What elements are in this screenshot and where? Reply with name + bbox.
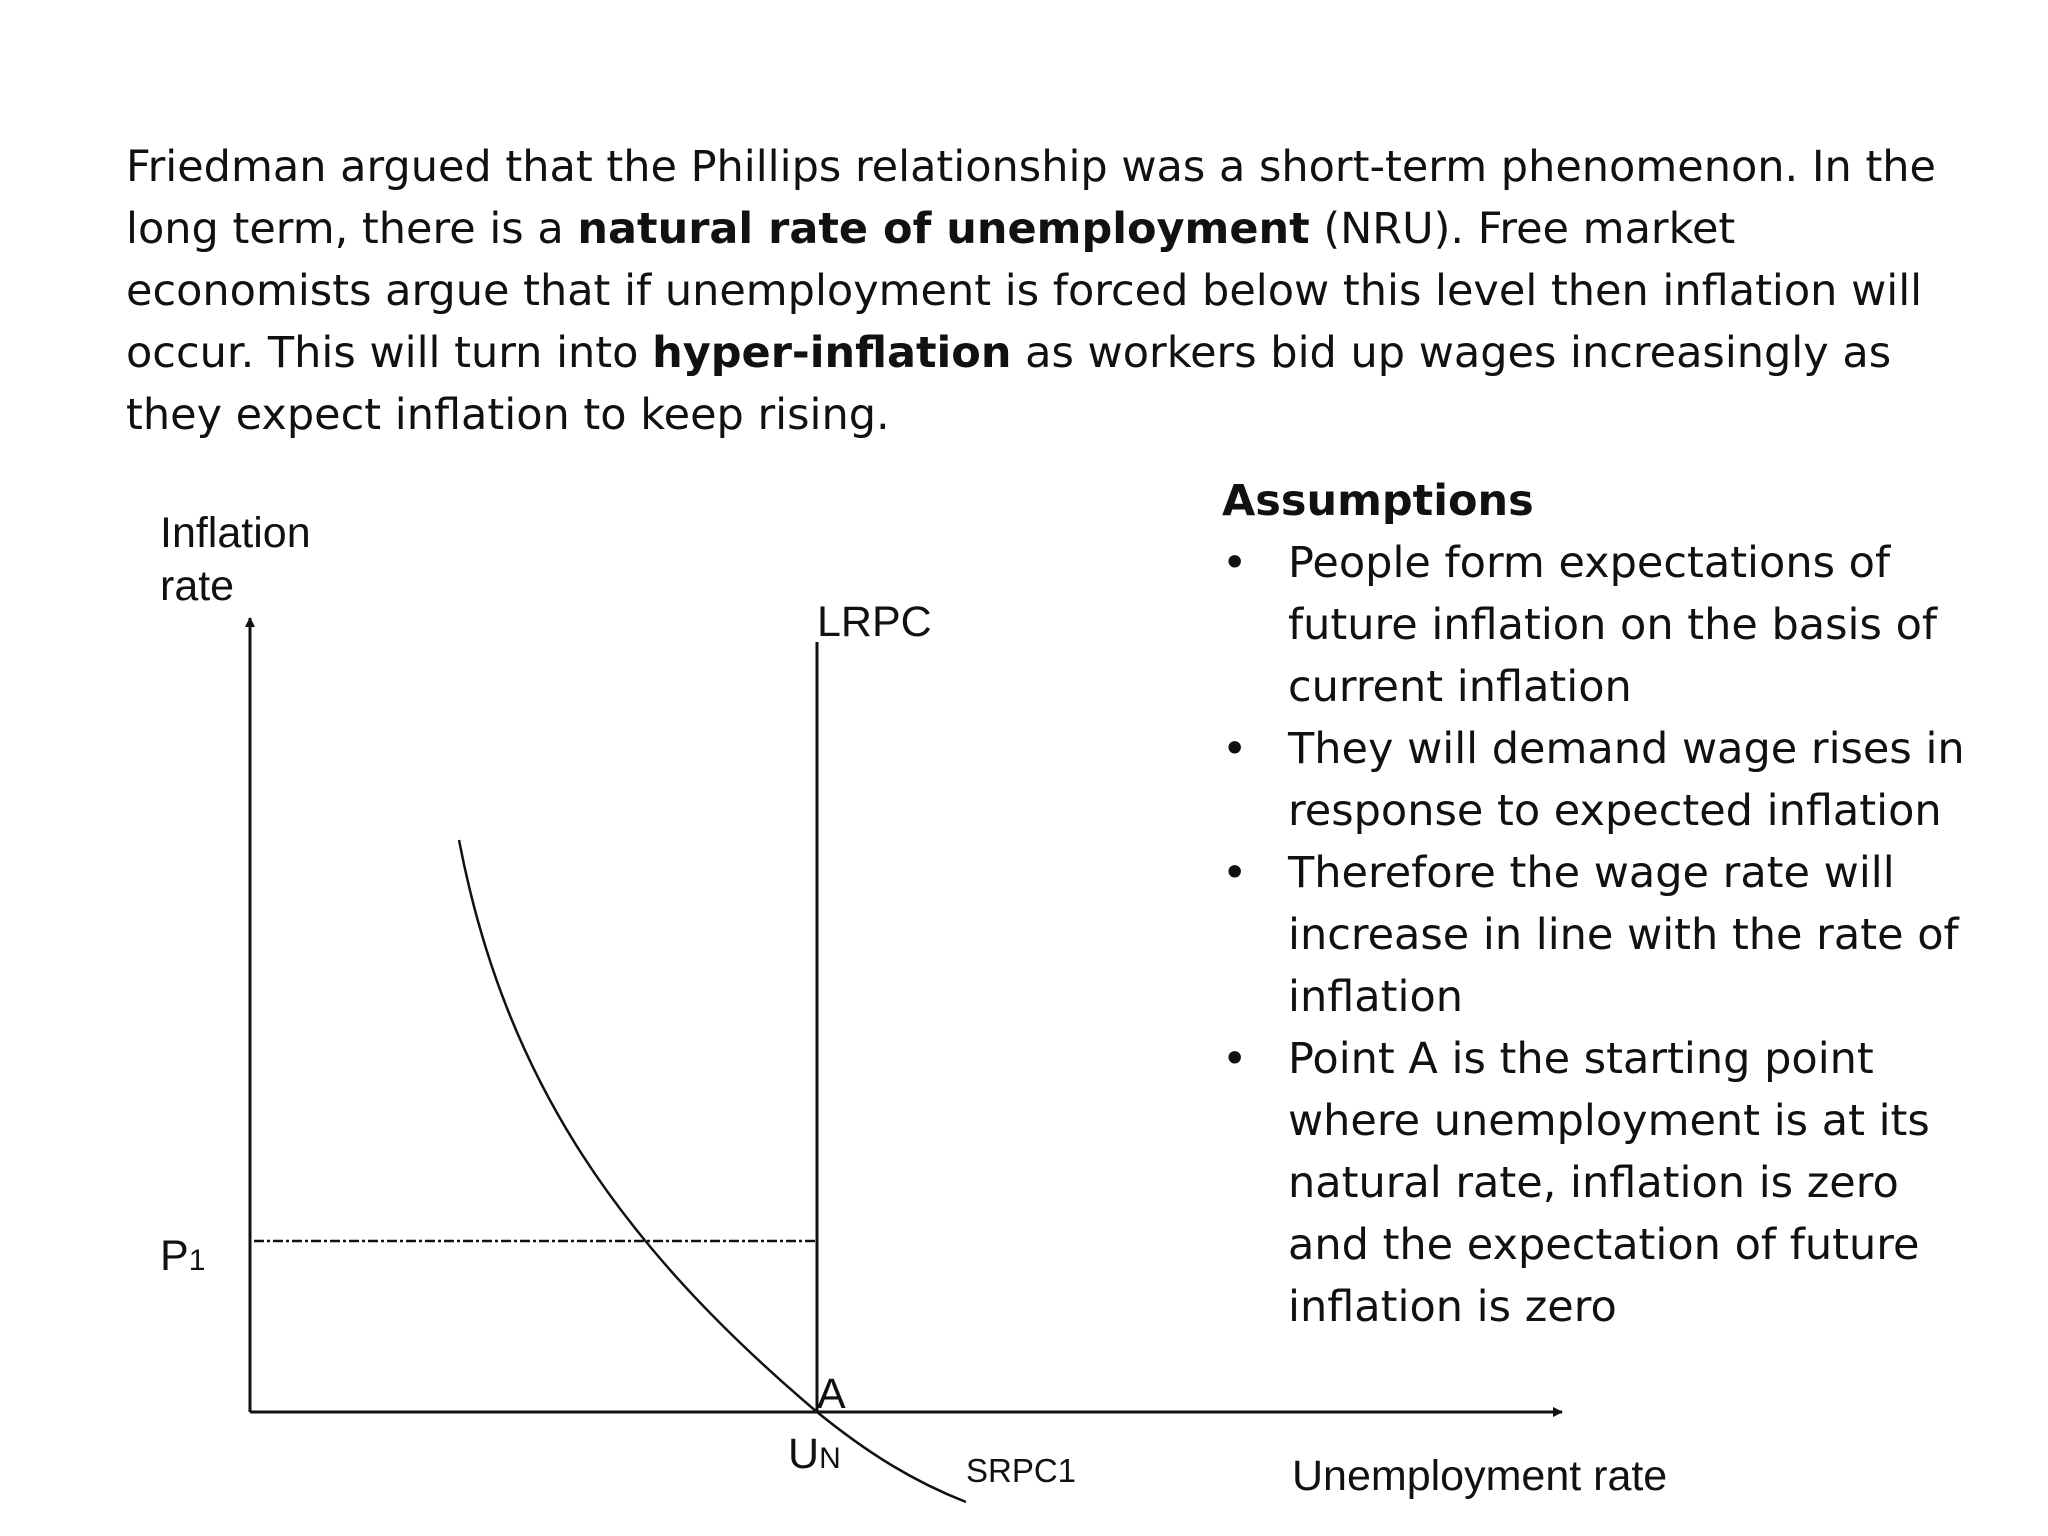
lrpc-label: LRPC [817, 598, 932, 646]
assumption-item: • People form expectations of future infl… [1222, 532, 1982, 718]
p1-label-main: P [160, 1232, 189, 1280]
un-label: UN [788, 1430, 841, 1478]
bullet-icon: • [1222, 538, 1248, 588]
p1-label: P1 [160, 1232, 205, 1280]
assumptions-list: • People form expectations of future infl… [1222, 532, 1982, 1338]
assumption-text: People form expectations of future infla… [1288, 538, 1938, 712]
point-a-label: A [817, 1370, 846, 1418]
intro-paragraph: Friedman argued that the Phillips relati… [126, 136, 1956, 446]
intro-text-1: Friedman argued that the Phillips relati… [126, 142, 1937, 254]
un-label-main: U [788, 1430, 819, 1478]
un-label-sub: N [819, 1442, 841, 1475]
intro-bold-nru: natural rate of unemployment [577, 204, 1310, 254]
assumption-text: Therefore the wage rate will increase in… [1288, 848, 1959, 1022]
intro-text-3: as workers bid up wages increasingly as … [126, 328, 1892, 440]
assumption-item: • Point A is the starting point where une… [1222, 1028, 1982, 1338]
bullet-icon: • [1222, 724, 1248, 774]
assumptions-title: Assumptions [1222, 476, 1534, 526]
assumptions-panel: Assumptions • People form expectations of… [1222, 470, 1982, 1338]
assumption-text: They will demand wage rises in response … [1288, 724, 1965, 836]
assumption-text: Point A is the starting point where unem… [1288, 1034, 1930, 1332]
p1-label-sub: 1 [189, 1244, 206, 1277]
srpc1-curve [457, 839, 967, 1504]
intro-bold-hyperinflation: hyper-inflation [652, 328, 1012, 378]
y-axis-label-line1: Inflation [160, 509, 311, 557]
assumption-item: • They will demand wage rises in response… [1222, 718, 1982, 842]
assumption-item: • Therefore the wage rate will increase i… [1222, 842, 1982, 1028]
y-axis-label-line2: rate [160, 562, 234, 610]
intro-text-2: (NRU). Free market economists argue that… [126, 204, 1923, 378]
srpc1-label: SRPC1 [966, 1452, 1076, 1489]
bullet-icon: • [1222, 848, 1248, 898]
bullet-icon: • [1222, 1034, 1248, 1084]
x-axis-label: Unemployment rate [1292, 1452, 1667, 1500]
